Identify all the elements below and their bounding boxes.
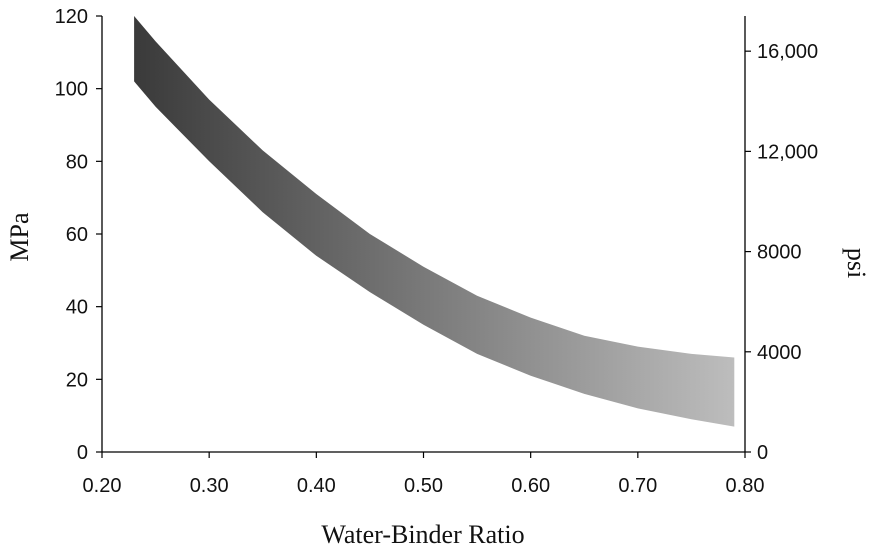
right-y-axis-title: psi (842, 248, 871, 278)
right-y-tick-label: 12,000 (757, 141, 818, 163)
x-tick-label: 0.60 (511, 475, 550, 497)
x-tick-label: 0.30 (190, 475, 229, 497)
x-tick-label: 0.80 (726, 475, 765, 497)
strength-band-area (134, 16, 735, 427)
right-y-tick-label: 4000 (757, 342, 802, 364)
x-tick-label: 0.20 (83, 475, 122, 497)
y-tick-label: 40 (66, 297, 88, 319)
y-tick-label: 80 (66, 151, 88, 173)
right-y-tick-label: 0 (757, 442, 768, 464)
right-y-tick-label: 16,000 (757, 41, 818, 63)
y-tick-label: 120 (55, 6, 88, 28)
y-tick-label: 60 (66, 224, 88, 246)
x-tick-label: 0.50 (404, 475, 443, 497)
x-axis-title: Water-Binder Ratio (321, 520, 524, 549)
right-y-tick-label: 8000 (757, 242, 802, 264)
left-y-axis-title: MPa (5, 212, 34, 262)
y-tick-label: 20 (66, 369, 88, 391)
y-tick-label: 100 (55, 79, 88, 101)
x-tick-label: 0.40 (297, 475, 336, 497)
y-tick-label: 0 (77, 442, 88, 464)
x-tick-label: 0.70 (618, 475, 657, 497)
